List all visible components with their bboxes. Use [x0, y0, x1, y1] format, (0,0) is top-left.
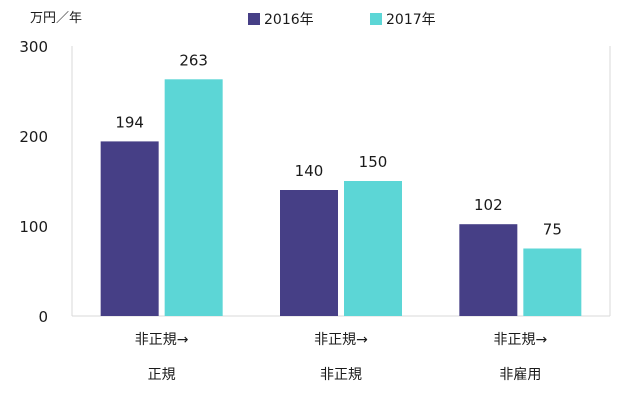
x-tick-label-line1: 非正規→: [135, 332, 189, 348]
unit-label: 万円／年: [30, 11, 82, 26]
bars: [100, 79, 582, 316]
x-tick-label-line2: 非雇用: [499, 366, 541, 383]
data-label: 75: [543, 221, 562, 239]
legend: 2016年 2017年: [248, 12, 436, 28]
bar: [280, 190, 338, 316]
axes: [71, 46, 611, 317]
x-tick-label-line2: 非正規: [320, 367, 362, 383]
data-label: 102: [474, 196, 503, 214]
legend-label-2016: 2016年: [264, 12, 314, 28]
legend-swatch-2017: [370, 13, 382, 25]
data-label: 140: [295, 162, 324, 180]
legend-label-2017: 2017年: [386, 12, 436, 28]
x-tick-label-line2: 正規: [148, 367, 176, 383]
legend-swatch-2016: [248, 13, 260, 25]
y-tick-label: 200: [19, 128, 48, 146]
data-label: 263: [179, 51, 208, 69]
x-tick-labels: 非正規→ 正規 非正規→ 非正規 非正規→ 非雇用: [135, 332, 548, 383]
data-label: 150: [359, 153, 388, 171]
bar: [523, 248, 582, 316]
bar: [344, 181, 402, 316]
x-tick-label-line1: 非正規→: [314, 332, 368, 348]
data-label: 194: [115, 113, 144, 131]
y-tick-label: 100: [19, 218, 48, 236]
y-tick-label: 300: [19, 38, 48, 56]
y-tick-label: 0: [38, 308, 48, 326]
bar: [100, 141, 159, 316]
x-tick-label-line1: 非正規→: [493, 332, 547, 348]
y-tick-labels: 0 100 200 300: [19, 38, 48, 326]
bar: [459, 224, 518, 316]
data-labels: 194 263 140 150 102 75: [115, 51, 562, 238]
bar: [164, 79, 223, 316]
